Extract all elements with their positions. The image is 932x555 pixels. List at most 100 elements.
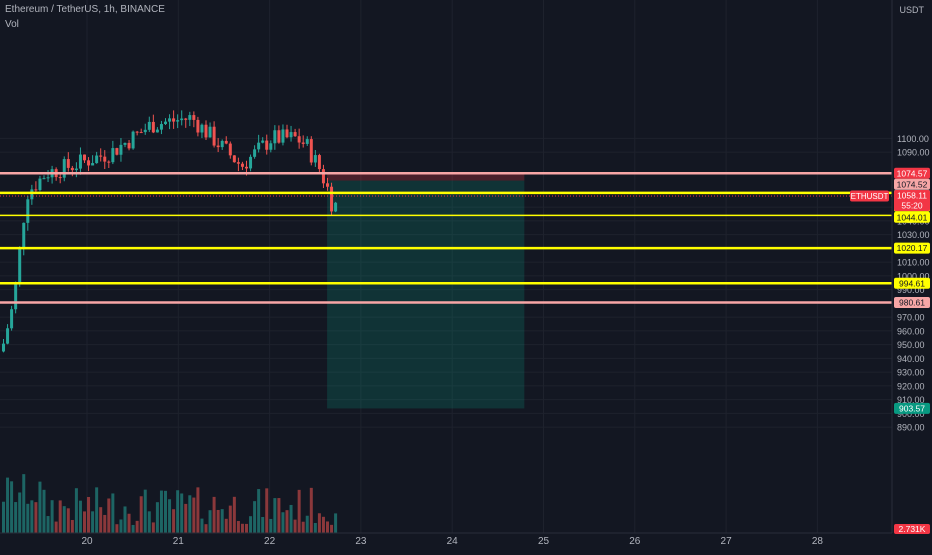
volume-bar bbox=[245, 523, 248, 533]
candle-body bbox=[30, 189, 34, 200]
volume-bar bbox=[107, 498, 111, 533]
risk-zone[interactable] bbox=[327, 173, 525, 181]
candle-body bbox=[168, 118, 172, 122]
volume-bar bbox=[111, 493, 115, 533]
candle-body bbox=[265, 140, 269, 150]
candle-body bbox=[297, 136, 301, 143]
grid bbox=[0, 0, 892, 533]
candle-body bbox=[245, 166, 248, 169]
date-tick-label: 23 bbox=[355, 536, 367, 547]
price-tag bbox=[894, 297, 930, 308]
candle-body bbox=[95, 155, 99, 164]
volume-bar bbox=[38, 481, 42, 533]
volume-bar bbox=[321, 516, 325, 533]
candle-body bbox=[10, 309, 14, 329]
volume-bar bbox=[22, 474, 26, 533]
price-tag bbox=[894, 242, 930, 254]
volume-bar bbox=[253, 501, 257, 533]
candle-body bbox=[155, 129, 159, 133]
candle-body bbox=[192, 115, 196, 120]
volume-bar bbox=[139, 496, 143, 533]
volume-bar bbox=[204, 524, 208, 533]
price-tag-label: 1074.52 bbox=[897, 179, 928, 189]
candle-body bbox=[83, 154, 86, 161]
price-tick-label: 1090.00 bbox=[897, 148, 930, 158]
volume-bar bbox=[103, 514, 107, 533]
candle-body bbox=[139, 132, 143, 134]
volume-bar bbox=[309, 487, 313, 533]
reward-zone[interactable] bbox=[327, 180, 525, 409]
price-tag-label: 1020.17 bbox=[897, 243, 928, 253]
price-tick-label: 950.00 bbox=[897, 340, 925, 350]
price-tag-label: 1044.01 bbox=[897, 212, 928, 222]
candle-body bbox=[253, 149, 257, 157]
date-tick-label: 28 bbox=[812, 536, 824, 547]
price-tag-label: 903.57 bbox=[899, 403, 925, 413]
horizontal-lines[interactable] bbox=[0, 172, 892, 304]
volume-bar bbox=[257, 489, 261, 533]
candle-body bbox=[257, 142, 261, 150]
volume-bar bbox=[277, 498, 281, 533]
candle-body bbox=[240, 163, 244, 167]
volume-bar bbox=[155, 502, 159, 533]
candle-body bbox=[135, 131, 139, 133]
volume-bar bbox=[34, 502, 38, 533]
bar-countdown: 55:20 bbox=[901, 200, 923, 210]
volume-bar bbox=[196, 487, 200, 533]
volume-bar bbox=[216, 509, 220, 533]
candle-body bbox=[62, 159, 66, 178]
price-axis-background[interactable] bbox=[892, 0, 932, 550]
symbol-title[interactable]: Ethereum / TetherUS, 1h, BINANCE bbox=[5, 4, 165, 15]
price-tick-label: 890.00 bbox=[897, 423, 925, 433]
candle-body bbox=[293, 132, 297, 137]
volume-bar bbox=[10, 481, 14, 533]
price-tick-label: 1030.00 bbox=[897, 230, 930, 240]
candle-body bbox=[301, 142, 305, 144]
volume-bar bbox=[273, 498, 277, 533]
candle-body bbox=[180, 118, 184, 121]
volume-bar bbox=[265, 488, 269, 533]
price-tick-label: 930.00 bbox=[897, 368, 925, 378]
volume-bar bbox=[184, 503, 188, 533]
volume-bar bbox=[192, 497, 196, 533]
volume-bar bbox=[99, 507, 103, 533]
candle-body bbox=[236, 162, 240, 164]
price-tick-label: 960.00 bbox=[897, 326, 925, 336]
price-tick-label: 1000.00 bbox=[897, 271, 930, 281]
time-axis[interactable]: 20 21 22 23 24 25 26 27 28 bbox=[0, 532, 892, 547]
short-position-tool[interactable] bbox=[327, 173, 525, 409]
candle-body bbox=[164, 121, 167, 125]
candle-body bbox=[42, 178, 46, 180]
volume-indicator-label[interactable]: Vol bbox=[5, 19, 19, 30]
candle-body bbox=[151, 121, 155, 133]
price-tag bbox=[894, 178, 930, 190]
candle-body bbox=[119, 144, 123, 155]
candle-body bbox=[123, 142, 127, 145]
candle-body bbox=[66, 159, 70, 168]
candle-body bbox=[22, 222, 26, 248]
candle-body bbox=[212, 126, 216, 146]
volume-tag bbox=[894, 524, 930, 534]
volume-bar bbox=[58, 500, 62, 533]
candle-body bbox=[216, 145, 220, 148]
candle-body bbox=[38, 178, 42, 190]
date-tick-label: 20 bbox=[81, 536, 93, 547]
volume-bar bbox=[240, 523, 244, 533]
price-tick-label: 940.00 bbox=[897, 354, 925, 364]
date-tick-label: 22 bbox=[264, 536, 276, 547]
symbol-tag bbox=[850, 190, 889, 202]
volume-bar bbox=[208, 510, 212, 533]
volume-bar bbox=[212, 496, 216, 533]
candle-body bbox=[2, 343, 5, 352]
volume-bar bbox=[301, 521, 305, 533]
volume-bar bbox=[87, 496, 91, 533]
last-price-tag bbox=[894, 189, 930, 211]
volume-bar bbox=[269, 518, 273, 533]
price-axis[interactable]: 1100.001090.001050.001040.001030.001010.… bbox=[891, 0, 932, 550]
candle-body bbox=[127, 142, 131, 149]
volume-bar bbox=[30, 500, 34, 533]
volume-bar bbox=[42, 489, 46, 533]
candle-body bbox=[6, 328, 10, 344]
